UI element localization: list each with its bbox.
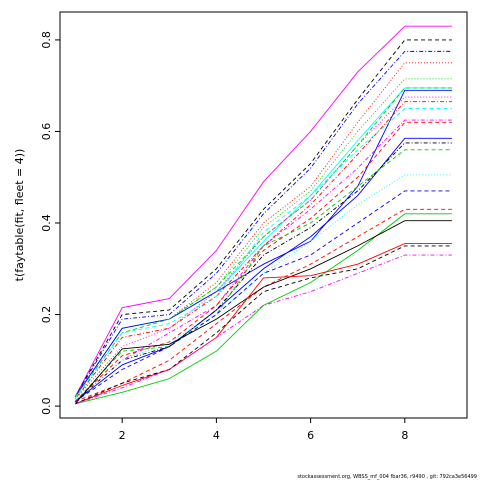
series-line [74, 96, 452, 400]
series-line [74, 213, 452, 405]
x-tick-label: 4 [213, 429, 220, 442]
series-line [74, 39, 452, 398]
y-tick-label: 0.6 [40, 123, 53, 141]
series-line [74, 108, 452, 400]
y-tick-label: 0.2 [40, 306, 53, 324]
series-line [74, 87, 452, 398]
series-line [74, 174, 452, 402]
series-line [74, 137, 452, 402]
x-tick-label: 6 [307, 429, 314, 442]
series-line [74, 243, 452, 405]
footer: stockassessment.org, WBSS_mf_004 fbar36,… [297, 474, 477, 480]
series-line [74, 190, 452, 402]
plot-frame [59, 11, 468, 419]
x-tick-label: 2 [119, 429, 126, 442]
series-line [74, 119, 452, 402]
y-axis-label: t(faytable(fit, fleet = 4)) [13, 149, 26, 282]
series-line [74, 149, 452, 402]
y-tick-label: 0.0 [40, 397, 53, 415]
y-tick-label: 0.4 [40, 214, 53, 232]
x-tick-label: 8 [401, 429, 408, 442]
series-line [74, 121, 452, 402]
series-line [74, 50, 452, 398]
y-tick-label: 0.8 [40, 31, 53, 49]
series-line [74, 101, 452, 400]
series-line [74, 142, 452, 402]
series-line [74, 208, 452, 402]
series-line [74, 220, 452, 405]
series-line [74, 254, 452, 405]
series-line [74, 25, 452, 398]
